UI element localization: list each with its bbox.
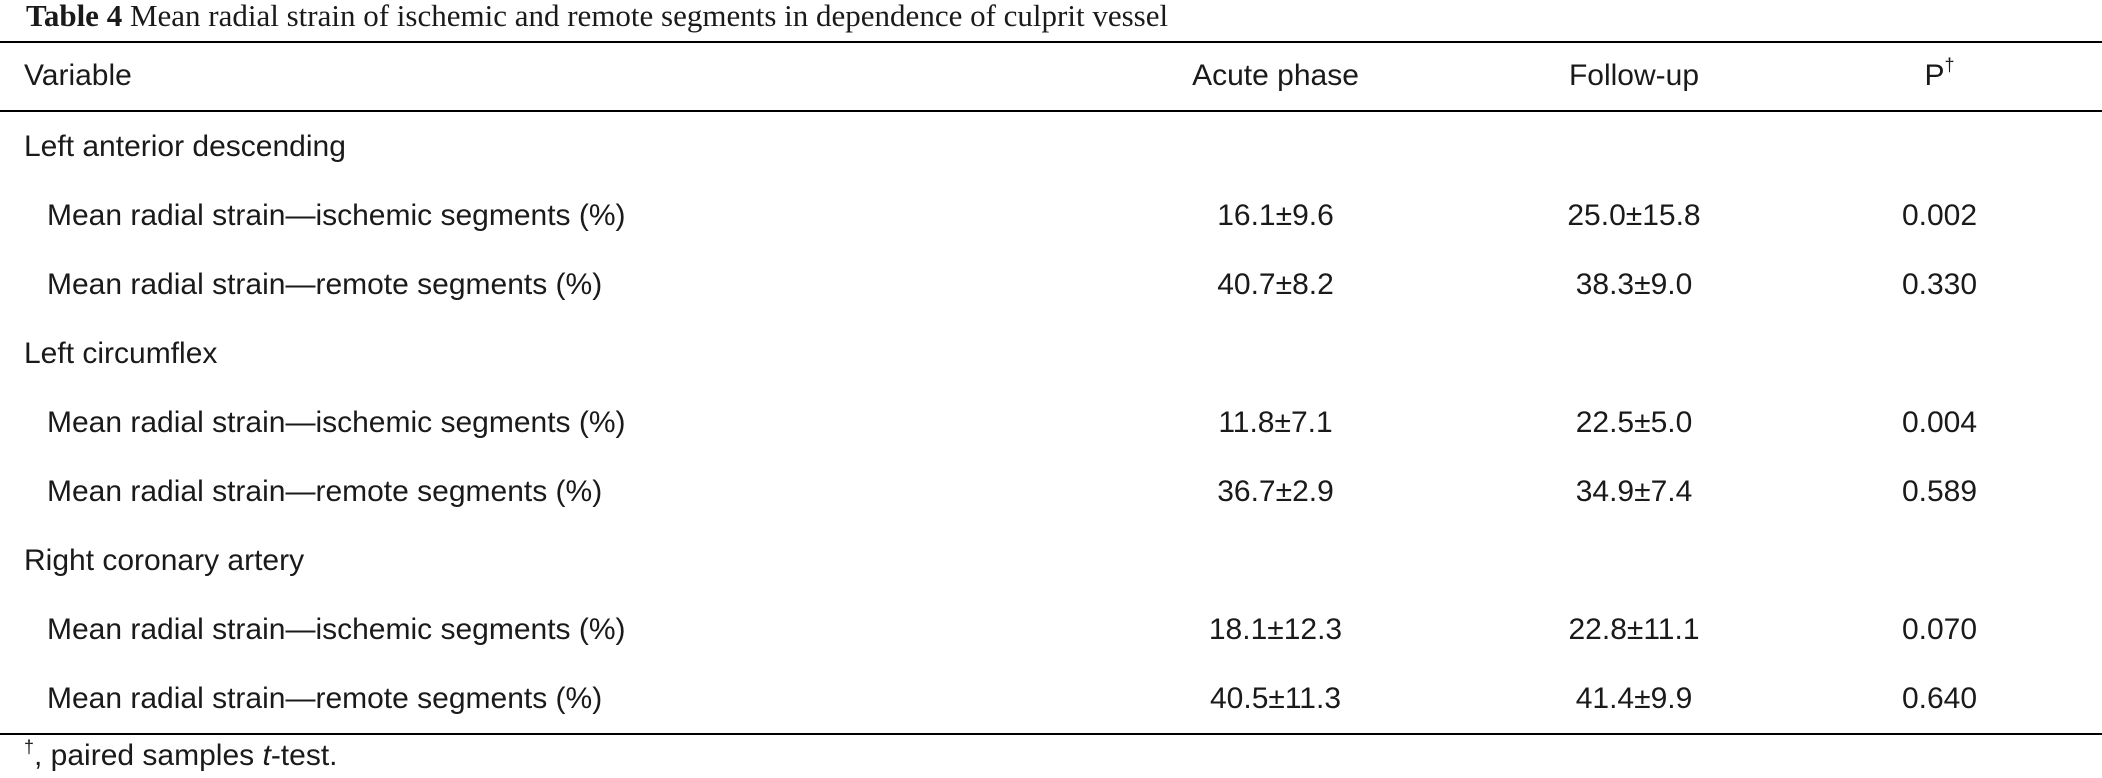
cell-acute	[1060, 111, 1491, 181]
cell-p	[1777, 526, 2102, 595]
cell-followup: 25.0±15.8	[1567, 198, 1701, 232]
cell-acute: 18.1±12.3	[1208, 612, 1343, 646]
footnote-dagger: †	[24, 737, 35, 757]
cell-p: 0.002	[1901, 198, 1978, 232]
header-p-value: P†	[1777, 42, 2102, 112]
cell-acute: 16.1±9.6	[1217, 198, 1334, 232]
table-row: Mean radial strain—ischemic segments (%)…	[0, 181, 2102, 250]
header-acute-phase: Acute phase	[1060, 42, 1491, 112]
table-caption-label: Table 4	[26, 0, 123, 33]
header-follow-up: Follow-up	[1491, 42, 1777, 112]
cell-p: 0.640	[1777, 664, 2102, 735]
cell-followup: 34.9±7.4	[1575, 474, 1693, 508]
cell-acute: 40.5±11.3	[1060, 664, 1491, 735]
cell-followup: 41.4±9.9	[1491, 664, 1777, 735]
cell-followup: 22.5±5.0	[1575, 405, 1693, 439]
data-table: Variable Acute phase Follow-up P† Left a…	[0, 42, 2102, 735]
cell-acute	[1060, 319, 1491, 388]
cell-p	[1777, 111, 2102, 181]
table-row: Mean radial strain—ischemic segments (%)…	[0, 595, 2102, 664]
group-label: Left circumflex	[24, 336, 218, 370]
cell-p: 0.330	[1901, 267, 1978, 301]
cell-p: 0.589	[1901, 474, 1978, 508]
row-label: Mean radial strain—remote segments (%)	[47, 267, 603, 301]
cell-acute: 40.7±8.2	[1217, 267, 1334, 301]
footnote-text-after: -test.	[270, 739, 338, 772]
table-footnote: †, paired samples t-test.	[24, 738, 338, 774]
row-label: Mean radial strain—remote segments (%)	[0, 664, 1060, 735]
header-row: Variable Acute phase Follow-up P†	[0, 42, 2102, 112]
table-caption: Table 4 Mean radial strain of ischemic a…	[26, 0, 1168, 36]
header-variable: Variable	[0, 42, 1060, 112]
group-row-lad: Left anterior descending	[0, 111, 2102, 181]
table-row: Mean radial strain—remote segments (%) 4…	[0, 664, 2102, 735]
row-label: Mean radial strain—ischemic segments (%)	[47, 612, 626, 646]
header-p-label: P	[1924, 59, 1945, 92]
row-label: Mean radial strain—ischemic segments (%)	[47, 198, 626, 232]
table-row: Mean radial strain—ischemic segments (%)…	[0, 388, 2102, 457]
cell-p: 0.004	[1901, 405, 1978, 439]
group-row-rca: Right coronary artery	[0, 526, 2102, 595]
footnote-text-before: , paired samples	[34, 739, 263, 772]
group-label: Right coronary artery	[24, 543, 305, 577]
row-label: Mean radial strain—remote segments (%)	[47, 474, 603, 508]
cell-followup	[1491, 111, 1777, 181]
cell-acute: 11.8±7.1	[1218, 405, 1333, 439]
header-p-dagger: †	[1944, 55, 1955, 75]
cell-p: 0.070	[1901, 612, 1978, 646]
cell-acute: 36.7±2.9	[1217, 474, 1334, 508]
group-row-lcx: Left circumflex	[0, 319, 2102, 388]
cell-followup: 22.8±11.1	[1568, 612, 1700, 646]
group-label: Left anterior descending	[24, 129, 346, 163]
table-row: Mean radial strain—remote segments (%) 4…	[0, 250, 2102, 319]
cell-p	[1777, 319, 2102, 388]
cell-followup: 38.3±9.0	[1575, 267, 1693, 301]
cell-followup	[1491, 526, 1777, 595]
cell-acute	[1060, 526, 1491, 595]
table-caption-text: Mean radial strain of ischemic and remot…	[129, 0, 1169, 33]
table-row: Mean radial strain—remote segments (%) 3…	[0, 457, 2102, 526]
row-label: Mean radial strain—ischemic segments (%)	[47, 405, 626, 439]
footnote-italic-t: t	[262, 739, 271, 772]
cell-followup	[1491, 319, 1777, 388]
